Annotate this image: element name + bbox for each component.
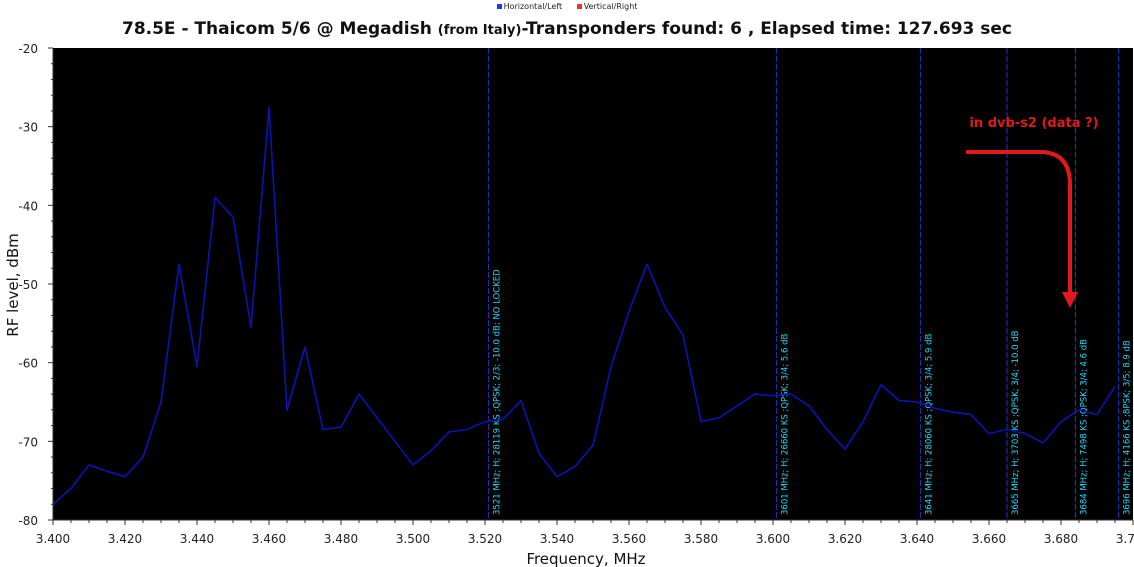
annotation-arrow	[966, 150, 1078, 308]
y-tick-label-3: -50	[18, 278, 38, 292]
transponder-label-4: 3684 MHz; H; 7498 KS ;QPSK; 3/4; 4.6 dB	[1079, 339, 1089, 515]
x-tick-label-9: 3.580	[684, 532, 718, 546]
legend: Horizontal/Left Vertical/Right	[0, 2, 1134, 11]
x-tick-label-8: 3.560	[612, 532, 646, 546]
y-tick-label-1: -70	[18, 435, 38, 449]
legend-item-vertical: Vertical/Right	[576, 2, 638, 11]
transponder-label-5: 3696 MHz; H; 4166 KS ;8PSK; 3/5; 8.9 dB	[1123, 340, 1133, 515]
legend-label-vertical: Vertical/Right	[583, 2, 638, 11]
y-tick-label-6: -20	[18, 42, 38, 56]
y-tick-label-0: -80	[18, 514, 38, 528]
chart-title: 78.5E - Thaicom 5/6 @ Megadish (from Ita…	[0, 19, 1134, 39]
x-tick-label-10: 3.600	[756, 532, 790, 546]
transponder-label-1: 3601 MHz; H; 26660 KS ;QPSK; 3/4; 5.6 dB	[781, 333, 791, 515]
chart-title-location: (from Italy)	[437, 23, 522, 38]
x-axis-label: Frequency, MHz	[526, 550, 645, 567]
x-tick-label-2: 3.440	[180, 532, 214, 546]
x-tick-label-3: 3.460	[252, 532, 286, 546]
y-tick-label-2: -60	[18, 357, 38, 371]
legend-label-horizontal: Horizontal/Left	[503, 2, 563, 11]
x-tick-label-4: 3.480	[324, 532, 358, 546]
x-tick-label-13: 3.660	[972, 532, 1006, 546]
x-tick-label-5: 3.500	[396, 532, 430, 546]
legend-swatch-horizontal	[496, 4, 502, 9]
x-tick-label-15: 3.700	[1116, 532, 1134, 546]
plot-area	[53, 48, 1133, 520]
transponder-label-3: 3665 MHz; H; 3703 KS ;QPSK; 3/4; -10.0 d…	[1011, 330, 1021, 515]
chart-title-main: 78.5E - Thaicom 5/6 @ Megadish	[121, 19, 432, 39]
legend-swatch-vertical	[576, 4, 582, 9]
annotation-text: in dvb-s2 (data ?)	[969, 116, 1098, 131]
series-line-0	[52, 106, 1116, 505]
x-tick-label-14: 3.680	[1044, 532, 1078, 546]
y-axis-label: RF level, dBm	[4, 233, 22, 336]
chart-title-stats: -Transponders found: 6 , Elapsed time: 1…	[521, 19, 1012, 39]
x-tick-label-7: 3.540	[540, 532, 574, 546]
y-tick-label-4: -40	[18, 199, 38, 213]
y-tick-label-5: -30	[18, 121, 38, 135]
x-tick-label-11: 3.620	[828, 532, 862, 546]
x-tick-label-6: 3.520	[468, 532, 502, 546]
transponder-label-2: 3641 MHz; H; 28060 KS ;QPSK; 3/4; 5.9 dB	[925, 333, 935, 515]
x-tick-label-0: 3.400	[36, 532, 70, 546]
x-tick-label-12: 3.640	[900, 532, 934, 546]
legend-item-horizontal: Horizontal/Left	[496, 2, 563, 11]
transponder-label-0: 3521 MHz; H; 28119 KS ;QPSK; 2/3; -10.0 …	[493, 269, 503, 515]
x-tick-label-1: 3.420	[108, 532, 142, 546]
